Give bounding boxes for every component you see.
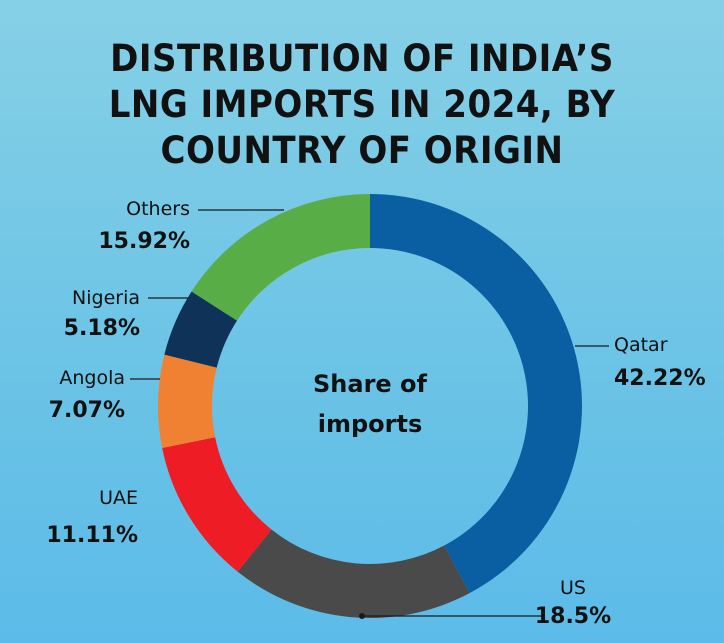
slice-qatar bbox=[370, 194, 583, 594]
label-angola: Angola bbox=[59, 367, 125, 389]
value-label-others: 15.92% bbox=[98, 229, 190, 254]
value-label-uae: 11.11% bbox=[46, 523, 138, 548]
label-nigeria: Nigeria bbox=[72, 287, 140, 309]
center-label-line-2: imports bbox=[318, 410, 423, 438]
leader-dot-us bbox=[359, 613, 365, 619]
title-line-1: DISTRIBUTION OF INDIA’S bbox=[110, 37, 614, 80]
value-label-qatar: 42.22% bbox=[614, 366, 706, 391]
slice-nigeria bbox=[164, 291, 238, 368]
label-us: US bbox=[560, 577, 586, 599]
title-line-3: COUNTRY OF ORIGIN bbox=[160, 129, 564, 172]
slice-labels: Qatar 42.22% US 18.5% UAE 11.11% Angola 7.07% Ni… bbox=[46, 198, 705, 629]
value-label-nigeria: 5.18% bbox=[64, 316, 140, 341]
chart-title: DISTRIBUTION OF INDIA’S LNG IMPORTS IN 2… bbox=[29, 36, 695, 174]
slice-angola bbox=[158, 354, 217, 448]
slice-us bbox=[237, 529, 470, 618]
center-label-line-1: Share of bbox=[313, 370, 428, 398]
label-uae: UAE bbox=[99, 487, 138, 509]
value-label-us: 18.5% bbox=[535, 604, 611, 629]
label-qatar: Qatar bbox=[614, 334, 668, 356]
slice-uae bbox=[162, 437, 272, 572]
slice-others bbox=[191, 194, 370, 321]
title-line-2: LNG IMPORTS IN 2024, BY bbox=[108, 83, 616, 126]
donut-slices bbox=[158, 194, 583, 618]
leader-lines bbox=[130, 209, 609, 619]
value-label-angola: 7.07% bbox=[49, 398, 125, 423]
label-others: Others bbox=[126, 198, 190, 220]
